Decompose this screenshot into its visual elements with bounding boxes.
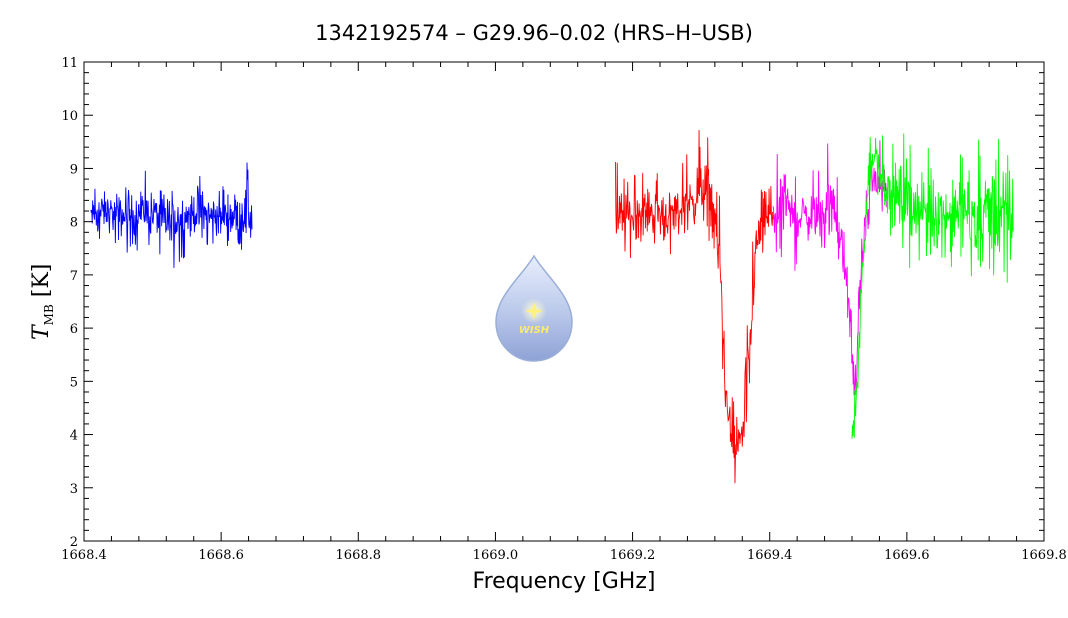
y-tick-label: 11 xyxy=(61,56,78,71)
x-tick-label: 1668.6 xyxy=(198,548,244,563)
series-line-3 xyxy=(851,133,1014,439)
x-tick-label: 1669.4 xyxy=(747,548,793,563)
x-tick-label: 1668.8 xyxy=(336,548,382,563)
y-axis-label-main: T xyxy=(29,323,54,340)
x-axis-label: Frequency [GHz] xyxy=(473,569,656,594)
y-tick-label: 6 xyxy=(70,322,78,337)
y-tick-label: 7 xyxy=(70,269,78,284)
x-tick-label: 1669.0 xyxy=(473,548,519,563)
x-tick-label: 1669.8 xyxy=(1021,548,1067,563)
x-tick-label: 1669.6 xyxy=(884,548,930,563)
y-axis-label-sub: MB xyxy=(42,304,56,325)
series-line-0 xyxy=(90,162,253,268)
series-line-2 xyxy=(772,140,887,396)
series-line-1 xyxy=(614,130,774,484)
y-tick-label: 8 xyxy=(70,216,78,231)
axes-layer: 1668.4 1668.6 1668.8 1669.0 1669.2 1669.4 1669… xyxy=(61,56,1067,563)
y-axis-label: TMB [K] xyxy=(29,264,56,340)
x-tick-label: 1669.2 xyxy=(610,548,656,563)
plot-frame xyxy=(83,61,1045,542)
y-tick-label: 4 xyxy=(70,429,78,444)
logo-text: WISH xyxy=(519,325,550,336)
series-layer xyxy=(90,130,1014,484)
y-tick-label: 10 xyxy=(61,109,78,124)
y-tick-label: 3 xyxy=(70,482,78,497)
wish-logo-icon: WISH xyxy=(495,254,573,362)
y-tick-label: 5 xyxy=(70,375,78,390)
y-tick-label: 9 xyxy=(70,162,78,177)
x-tick-label: 1668.4 xyxy=(61,548,107,563)
y-tick-label: 2 xyxy=(70,535,78,550)
chart-title: 1342192574 – G29.96–0.02 (HRS–H–USB) xyxy=(315,21,753,45)
y-axis-label-unit: [K] xyxy=(29,264,54,305)
